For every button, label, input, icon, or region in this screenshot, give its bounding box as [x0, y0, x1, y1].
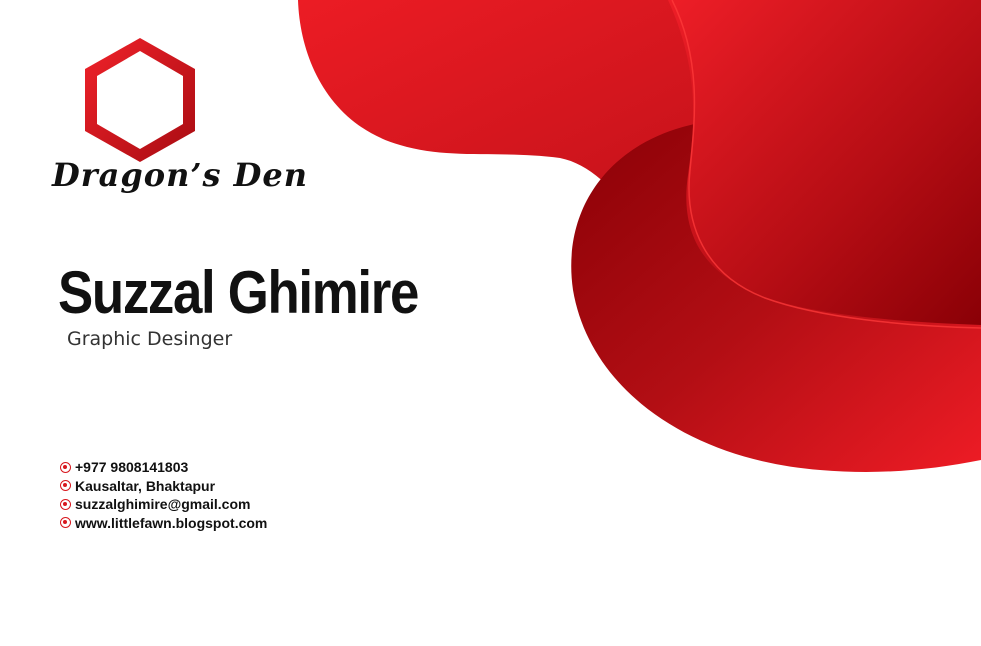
contact-phone: +977 9808141803	[60, 458, 267, 477]
contact-address-text: Kausaltar, Bhaktapur	[75, 477, 216, 494]
contact-phone-text: +977 9808141803	[75, 459, 189, 476]
brand-name: Dragon’s Den	[52, 156, 308, 194]
hexagon-logo-icon	[85, 38, 195, 162]
bullet-icon	[60, 480, 71, 492]
wave-highlight-line	[671, 0, 981, 329]
contact-email-text: suzzalghimire@gmail.com	[75, 496, 251, 513]
wave-shape-front	[668, 0, 981, 325]
contact-email: suzzalghimire@gmail.com	[60, 495, 267, 514]
person-name: Suzzal Ghimire	[58, 259, 419, 326]
contact-website-text: www.littlefawn.blogspot.com	[75, 514, 268, 531]
contact-website: www.littlefawn.blogspot.com	[60, 514, 267, 533]
bullet-icon	[60, 461, 71, 473]
person-title: Graphic Desinger	[67, 328, 233, 350]
contact-list: +977 9808141803 Kausaltar, Bhaktapur suz…	[60, 458, 267, 532]
contact-address: Kausaltar, Bhaktapur	[60, 477, 267, 496]
bullet-icon	[60, 498, 71, 510]
bullet-icon	[60, 517, 71, 529]
